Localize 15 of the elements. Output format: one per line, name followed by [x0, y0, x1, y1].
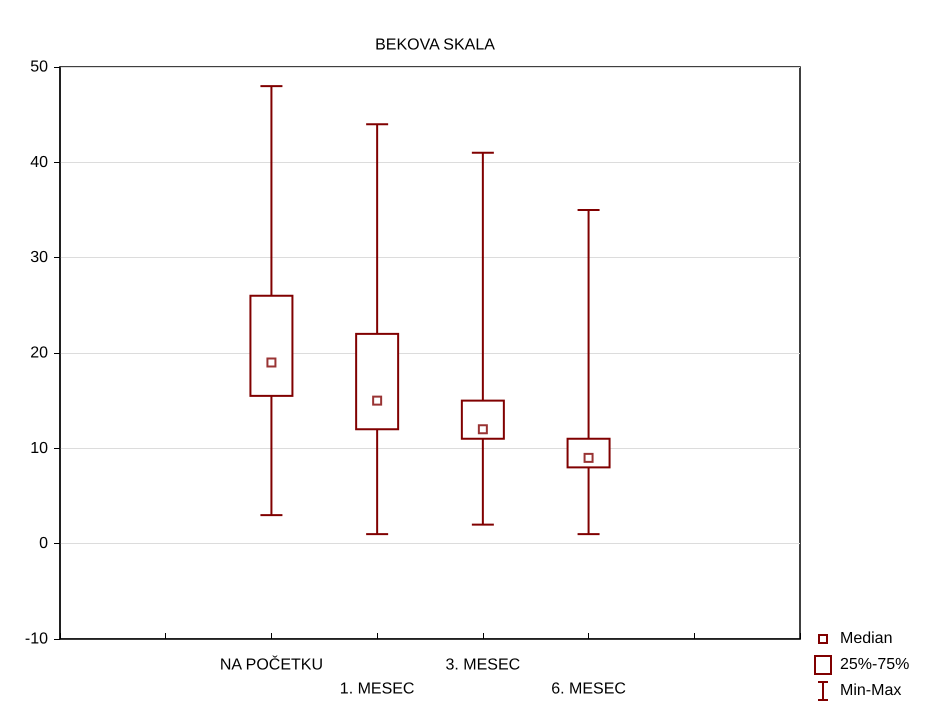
y-tick-label: -10 [24, 630, 48, 648]
text: Median [840, 630, 892, 648]
x-tick-label: 1. MESEC [340, 680, 414, 698]
text: Min-Max [840, 682, 902, 700]
y-tick-label: 40 [30, 154, 48, 171]
text: 25%-75% [840, 656, 910, 674]
chart-title: BEKOVA SKALA [375, 36, 496, 54]
x-tick-label: 3. MESEC [446, 656, 520, 674]
x-tick-label: 6. MESEC [551, 680, 626, 698]
y-tick-label: 0 [39, 535, 48, 552]
y-tick-label: 30 [30, 249, 48, 266]
y-tick-label: 50 [30, 58, 48, 76]
y-tick-label: 20 [30, 344, 48, 362]
y-tick-label: 10 [30, 440, 48, 457]
x-tick-label: NA POČETKU [220, 656, 323, 674]
